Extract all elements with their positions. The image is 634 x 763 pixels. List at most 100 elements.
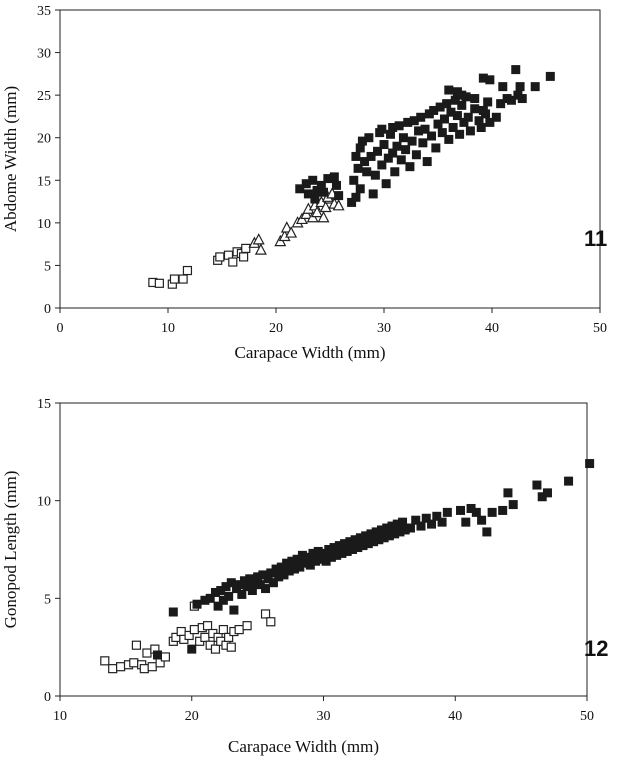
data-point	[457, 100, 467, 110]
data-point	[247, 586, 257, 596]
data-point	[392, 519, 402, 529]
data-point	[312, 186, 322, 196]
data-point	[371, 527, 381, 537]
data-point	[369, 537, 379, 547]
data-point	[319, 187, 329, 197]
data-point	[290, 564, 300, 574]
data-point	[311, 556, 321, 566]
data-point	[422, 157, 432, 167]
data-point	[215, 252, 225, 262]
data-point	[347, 197, 357, 207]
data-point	[189, 624, 199, 635]
data-point	[353, 163, 363, 173]
data-point	[187, 644, 197, 654]
data-point	[485, 117, 495, 127]
data-point	[154, 278, 164, 288]
data-point	[200, 632, 210, 643]
y-tick-label-5: 5	[44, 259, 51, 274]
data-point	[355, 143, 365, 153]
data-point	[498, 505, 508, 515]
data-point	[241, 243, 251, 253]
data-point	[342, 546, 352, 556]
data-point	[407, 136, 417, 146]
data-point	[131, 640, 142, 650]
data-point	[279, 570, 289, 580]
data-point	[337, 548, 347, 558]
data-point	[234, 624, 244, 635]
data-point	[245, 574, 255, 584]
data-point	[260, 609, 271, 619]
y-tick-label-5: 5	[44, 592, 51, 607]
data-point	[303, 189, 313, 199]
data-point	[377, 124, 387, 134]
data-point	[237, 589, 247, 599]
data-point	[429, 105, 439, 115]
data-point	[418, 138, 428, 148]
data-point	[345, 537, 355, 547]
data-point	[498, 82, 508, 92]
data-point	[470, 94, 480, 104]
data-point	[363, 539, 373, 549]
data-point	[129, 658, 139, 668]
data-point	[178, 274, 188, 284]
data-point	[364, 133, 374, 143]
data-point	[210, 644, 221, 654]
y-tick-label-10: 10	[37, 495, 51, 510]
data-point	[491, 112, 501, 122]
data-point	[411, 150, 421, 160]
data-point	[340, 539, 350, 549]
data-point	[182, 265, 193, 276]
data-point	[437, 128, 447, 138]
data-point	[323, 174, 333, 184]
data-point	[392, 141, 402, 151]
y-tick-label-0: 0	[44, 302, 51, 317]
data-point	[239, 252, 249, 262]
data-point	[476, 122, 486, 132]
data-point	[169, 274, 180, 284]
data-point	[317, 210, 330, 223]
data-point	[395, 527, 405, 537]
data-point	[160, 652, 170, 662]
data-point	[316, 180, 326, 190]
y-tick-label-30: 30	[37, 47, 51, 62]
data-point	[332, 550, 342, 560]
x-axis-title-2: Carapace Width (mm)	[228, 737, 379, 756]
data-point	[152, 650, 162, 660]
data-point	[287, 556, 297, 566]
data-point	[435, 102, 445, 112]
data-point	[329, 543, 339, 553]
data-point	[442, 507, 452, 517]
data-point	[331, 180, 341, 190]
data-point	[252, 233, 265, 245]
data-point	[474, 116, 484, 126]
data-point	[358, 541, 368, 551]
x-tick-label-40: 40	[485, 321, 499, 336]
data-point	[234, 580, 244, 590]
data-point	[295, 184, 305, 194]
data-point	[383, 153, 393, 163]
data-point	[313, 546, 323, 556]
data-point	[377, 160, 387, 170]
data-point	[308, 175, 318, 185]
data-point	[284, 566, 294, 576]
data-point	[370, 170, 380, 180]
data-point	[463, 112, 473, 122]
y-tick-label-15: 15	[37, 174, 51, 189]
data-point	[334, 191, 344, 201]
data-point	[374, 535, 384, 545]
data-point	[564, 476, 574, 486]
data-point	[376, 525, 386, 535]
data-point	[301, 179, 311, 189]
x-tick-label-20: 20	[269, 321, 283, 336]
data-point	[292, 554, 302, 564]
data-point	[400, 525, 410, 535]
figure-label-12: 12	[584, 636, 609, 661]
data-point	[485, 75, 495, 85]
y-tick-label-10: 10	[37, 217, 51, 232]
data-point	[218, 595, 228, 605]
data-point	[401, 145, 411, 155]
data-point	[390, 167, 400, 177]
data-point	[421, 513, 431, 523]
x-tick-label-30: 30	[317, 709, 331, 724]
